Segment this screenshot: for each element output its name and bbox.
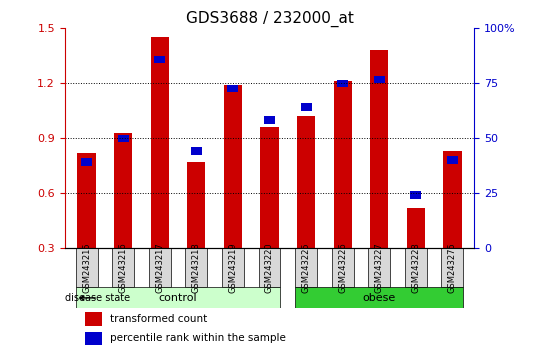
Text: GSM243227: GSM243227 xyxy=(375,242,384,293)
Bar xyxy=(410,191,421,199)
Bar xyxy=(114,133,133,248)
Bar xyxy=(81,158,92,166)
FancyBboxPatch shape xyxy=(75,248,98,287)
Text: GSM243216: GSM243216 xyxy=(119,242,128,293)
FancyBboxPatch shape xyxy=(75,287,280,308)
FancyBboxPatch shape xyxy=(259,248,280,287)
Bar xyxy=(224,85,242,248)
Bar xyxy=(301,103,312,111)
Bar xyxy=(443,151,461,248)
Text: percentile rank within the sample: percentile rank within the sample xyxy=(110,333,286,343)
Text: GSM243226: GSM243226 xyxy=(338,242,347,293)
Text: GSM243275: GSM243275 xyxy=(448,242,457,293)
Text: GSM243228: GSM243228 xyxy=(411,242,420,293)
FancyBboxPatch shape xyxy=(112,248,134,287)
Bar xyxy=(370,50,389,248)
Bar xyxy=(154,56,165,63)
FancyBboxPatch shape xyxy=(368,248,390,287)
Bar xyxy=(191,147,202,155)
Text: GSM243219: GSM243219 xyxy=(229,242,237,293)
Bar xyxy=(260,127,279,248)
Bar xyxy=(150,38,169,248)
Bar xyxy=(297,116,315,248)
FancyBboxPatch shape xyxy=(185,248,208,287)
Text: GSM243225: GSM243225 xyxy=(302,242,310,293)
Bar xyxy=(227,85,238,92)
FancyBboxPatch shape xyxy=(149,248,171,287)
FancyBboxPatch shape xyxy=(295,287,464,308)
Text: control: control xyxy=(159,293,197,303)
Bar xyxy=(264,116,275,124)
Bar xyxy=(447,156,458,164)
Bar xyxy=(118,135,129,142)
Bar xyxy=(85,312,101,326)
FancyBboxPatch shape xyxy=(295,248,317,287)
FancyBboxPatch shape xyxy=(441,248,464,287)
Bar xyxy=(85,332,101,345)
FancyBboxPatch shape xyxy=(331,248,354,287)
Text: disease state: disease state xyxy=(65,293,130,303)
Text: GSM243220: GSM243220 xyxy=(265,242,274,293)
Bar xyxy=(78,153,96,248)
Text: transformed count: transformed count xyxy=(110,314,207,324)
Text: GSM243218: GSM243218 xyxy=(192,242,201,293)
Bar xyxy=(374,76,385,83)
Bar xyxy=(406,208,425,248)
FancyBboxPatch shape xyxy=(405,248,427,287)
Bar xyxy=(337,80,348,87)
Bar xyxy=(334,81,352,248)
Bar xyxy=(187,162,205,248)
FancyBboxPatch shape xyxy=(222,248,244,287)
Title: GDS3688 / 232000_at: GDS3688 / 232000_at xyxy=(185,11,354,27)
Text: obese: obese xyxy=(363,293,396,303)
Text: GSM243217: GSM243217 xyxy=(155,242,164,293)
Text: GSM243215: GSM243215 xyxy=(82,242,91,293)
